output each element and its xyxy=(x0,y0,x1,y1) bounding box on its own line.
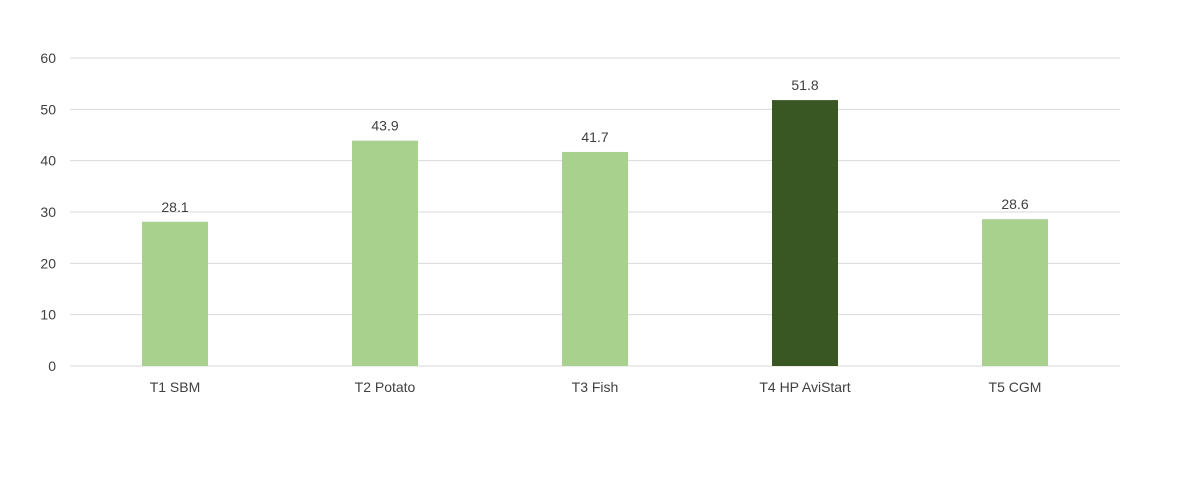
data-label: 41.7 xyxy=(581,129,608,145)
x-axis-category-labels: T1 SBM T2 Potato T3 Fish T4 HP AviStart T5 C… xyxy=(150,379,1042,395)
x-category-label: T4 HP AviStart xyxy=(759,379,850,395)
y-tick-label: 20 xyxy=(40,255,56,271)
y-tick-label: 0 xyxy=(48,358,56,374)
data-labels: 28.1 43.9 41.7 51.8 28.6 xyxy=(161,77,1028,215)
data-label: 51.8 xyxy=(791,77,818,93)
bar-t1-sbm xyxy=(142,221,208,366)
bar-t4-hp-avistart xyxy=(772,100,838,367)
y-tick-label: 30 xyxy=(40,204,56,220)
x-category-label: T2 Potato xyxy=(355,379,416,395)
y-tick-label: 50 xyxy=(40,101,56,117)
y-tick-label: 40 xyxy=(40,153,56,169)
bars xyxy=(142,100,1048,367)
x-category-label: T1 SBM xyxy=(150,379,201,395)
data-label: 28.6 xyxy=(1001,196,1028,212)
y-tick-label: 60 xyxy=(40,50,56,66)
data-label: 28.1 xyxy=(161,199,188,215)
y-tick-label: 10 xyxy=(40,307,56,323)
x-category-label: T3 Fish xyxy=(572,379,619,395)
bar-t3-fish xyxy=(562,151,628,366)
bar-t5-cgm xyxy=(982,219,1048,366)
bar-t2-potato xyxy=(352,140,418,366)
y-axis-tick-labels: 0 10 20 30 40 50 60 xyxy=(40,50,56,374)
x-category-label: T5 CGM xyxy=(989,379,1042,395)
data-label: 43.9 xyxy=(371,118,398,134)
